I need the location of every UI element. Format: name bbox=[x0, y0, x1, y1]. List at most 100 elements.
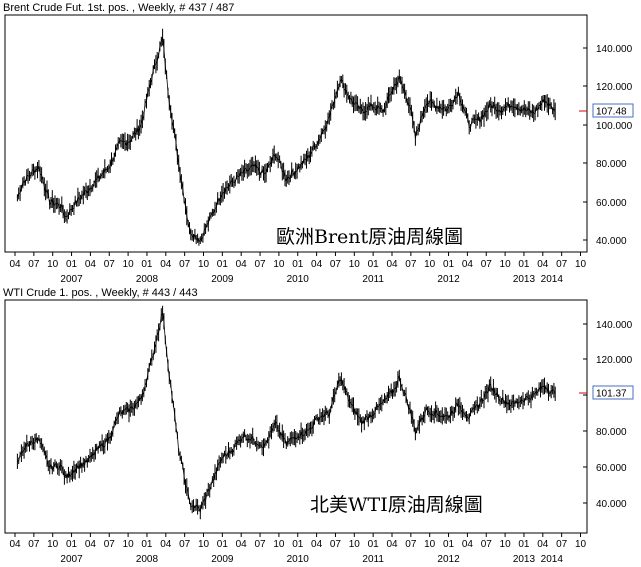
x-tick-label: 10 bbox=[575, 259, 587, 270]
x-tick-label: 07 bbox=[104, 259, 116, 270]
y-tick-label: 140.000 bbox=[596, 320, 633, 331]
x-year-label: 2010 bbox=[287, 554, 310, 565]
x-tick-label: 10 bbox=[500, 539, 512, 550]
x-tick-label: 04 bbox=[311, 259, 323, 270]
x-tick-label: 07 bbox=[254, 539, 266, 550]
price-series bbox=[16, 28, 556, 246]
x-year-label: 2013 bbox=[513, 274, 536, 285]
x-tick-label: 04 bbox=[236, 539, 248, 550]
x-tick-label: 10 bbox=[349, 259, 361, 270]
price-series bbox=[16, 305, 556, 520]
x-tick-label: 07 bbox=[28, 539, 40, 550]
x-year-label: 2007 bbox=[60, 554, 83, 565]
x-year-label: 2010 bbox=[287, 274, 310, 285]
x-tick-label: 04 bbox=[160, 259, 172, 270]
x-tick-label: 10 bbox=[500, 259, 512, 270]
x-tick-label: 01 bbox=[292, 539, 304, 550]
y-tick-label: 80.000 bbox=[596, 159, 627, 170]
x-tick-label: 01 bbox=[443, 539, 455, 550]
x-tick-label: 04 bbox=[85, 259, 97, 270]
x-year-label: 2013 bbox=[513, 554, 536, 565]
x-tick-label: 10 bbox=[349, 539, 361, 550]
chart-title: WTI Crude 1. pos. , Weekly, # 443 / 443 bbox=[3, 287, 198, 299]
x-year-label: 2011 bbox=[362, 274, 384, 285]
last-value-box bbox=[592, 103, 634, 118]
x-tick-label: 10 bbox=[123, 259, 135, 270]
chart-annotation: 北美WTI原油周線圖 bbox=[310, 494, 483, 516]
x-tick-label: 07 bbox=[556, 539, 568, 550]
x-tick-label: 01 bbox=[141, 539, 153, 550]
x-tick-label: 07 bbox=[481, 259, 493, 270]
x-tick-label: 10 bbox=[273, 539, 285, 550]
x-tick-label: 07 bbox=[179, 539, 191, 550]
x-tick-label: 07 bbox=[405, 539, 417, 550]
x-tick-label: 04 bbox=[386, 539, 398, 550]
y-tick-label: 120.000 bbox=[596, 355, 633, 366]
y-tick-label: 80.000 bbox=[596, 427, 627, 438]
x-tick-label: 04 bbox=[9, 259, 21, 270]
x-tick-label: 10 bbox=[47, 539, 59, 550]
x-tick-label: 10 bbox=[47, 259, 59, 270]
x-tick-label: 10 bbox=[575, 539, 587, 550]
plot-frame bbox=[4, 299, 588, 534]
x-tick-label: 04 bbox=[462, 539, 474, 550]
x-year-label: 2014 bbox=[541, 554, 564, 565]
x-tick-label: 07 bbox=[28, 259, 40, 270]
x-year-label: 2012 bbox=[437, 554, 460, 565]
y-tick-label: 40.000 bbox=[596, 236, 627, 247]
x-tick-label: 07 bbox=[330, 539, 342, 550]
y-tick-label: 140.000 bbox=[596, 44, 633, 55]
x-tick-label: 01 bbox=[518, 259, 530, 270]
price-line bbox=[17, 37, 556, 243]
x-tick-label: 04 bbox=[462, 259, 474, 270]
x-tick-label: 04 bbox=[311, 539, 323, 550]
y-tick-label: 60.000 bbox=[596, 198, 627, 209]
y-tick-label: 40.000 bbox=[596, 499, 627, 510]
x-tick-label: 01 bbox=[368, 539, 380, 550]
x-tick-label: 07 bbox=[330, 259, 342, 270]
x-tick-label: 10 bbox=[273, 259, 285, 270]
price-line bbox=[17, 312, 556, 514]
last-value-label: 101.37 bbox=[596, 389, 627, 400]
x-tick-label: 01 bbox=[443, 259, 455, 270]
x-year-label: 2007 bbox=[60, 274, 83, 285]
plot-frame bbox=[4, 14, 588, 253]
x-tick-label: 10 bbox=[424, 259, 436, 270]
x-tick-label: 04 bbox=[85, 539, 97, 550]
last-value-box bbox=[592, 385, 634, 400]
x-tick-label: 01 bbox=[292, 259, 304, 270]
x-year-label: 2014 bbox=[541, 274, 564, 285]
x-tick-label: 01 bbox=[217, 259, 229, 270]
x-tick-label: 04 bbox=[160, 539, 172, 550]
x-year-label: 2008 bbox=[136, 274, 159, 285]
x-tick-label: 04 bbox=[386, 259, 398, 270]
x-tick-label: 07 bbox=[556, 259, 568, 270]
y-tick-label: 120.000 bbox=[596, 82, 633, 93]
chart-annotation: 歐洲Brent原油周線圖 bbox=[276, 226, 463, 248]
x-tick-label: 07 bbox=[254, 259, 266, 270]
x-tick-label: 10 bbox=[198, 259, 210, 270]
y-tick-label: 60.000 bbox=[596, 463, 627, 474]
chart-panel-1: Brent Crude Fut. 1st. pos. , Weekly, # 4… bbox=[3, 2, 634, 285]
x-tick-label: 07 bbox=[104, 539, 116, 550]
x-tick-label: 04 bbox=[236, 259, 248, 270]
x-tick-label: 04 bbox=[9, 539, 21, 550]
x-tick-label: 07 bbox=[481, 539, 493, 550]
x-year-label: 2009 bbox=[211, 554, 234, 565]
x-tick-label: 10 bbox=[424, 539, 436, 550]
x-tick-label: 01 bbox=[141, 259, 153, 270]
x-tick-label: 01 bbox=[368, 259, 380, 270]
chart-title: Brent Crude Fut. 1st. pos. , Weekly, # 4… bbox=[3, 2, 234, 14]
x-tick-label: 04 bbox=[537, 259, 549, 270]
last-value-label: 107.48 bbox=[596, 107, 627, 118]
y-tick-label: 100.000 bbox=[596, 121, 633, 132]
x-tick-label: 01 bbox=[518, 539, 530, 550]
x-tick-label: 07 bbox=[179, 259, 191, 270]
x-year-label: 2009 bbox=[211, 274, 234, 285]
x-tick-label: 10 bbox=[198, 539, 210, 550]
chart-panel-2: WTI Crude 1. pos. , Weekly, # 443 / 443 1… bbox=[3, 287, 634, 565]
x-tick-label: 04 bbox=[537, 539, 549, 550]
x-tick-label: 01 bbox=[66, 259, 78, 270]
x-tick-label: 01 bbox=[217, 539, 229, 550]
